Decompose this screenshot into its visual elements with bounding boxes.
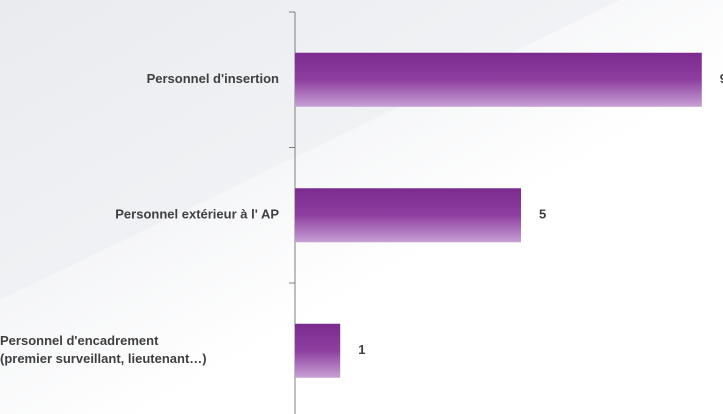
bar <box>295 52 702 107</box>
value-label: 5 <box>539 207 546 222</box>
bar <box>295 323 341 378</box>
value-label: 1 <box>358 342 365 357</box>
category-label: Personnel extérieur à l' AP <box>115 207 279 222</box>
value-label: 9 <box>720 71 723 86</box>
category-label: Personnel d'insertion <box>147 71 279 86</box>
bar <box>295 188 521 243</box>
category-label: Personnel d'encadrement <box>0 333 159 348</box>
category-label: (premier surveillant, lieutenant…) <box>0 351 207 366</box>
